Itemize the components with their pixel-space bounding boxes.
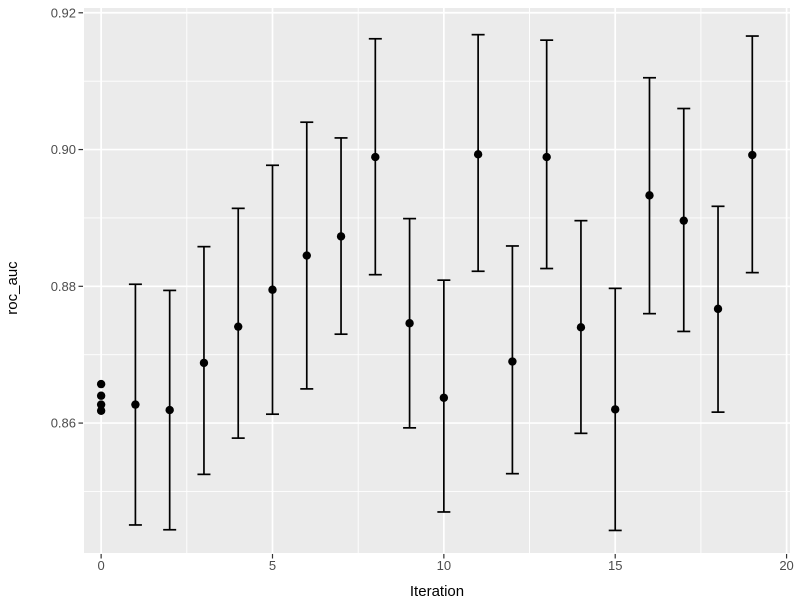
- x-tick-label: 0: [98, 558, 105, 573]
- mean-point: [199, 358, 209, 368]
- mean-point: [542, 152, 551, 162]
- mean-point: [165, 405, 174, 415]
- y-axis-title: roc_auc: [4, 261, 21, 315]
- mean-point: [336, 232, 346, 241]
- mean-point: [611, 405, 620, 414]
- mean-point: [713, 304, 723, 314]
- mean-point: [268, 285, 277, 294]
- mean-point: [371, 152, 380, 162]
- y-tick-label: 0.88: [51, 279, 76, 294]
- initial-point: [96, 406, 106, 415]
- mean-point: [234, 322, 243, 331]
- mean-point: [439, 393, 449, 402]
- mean-point: [748, 150, 757, 160]
- x-axis-title: Iteration: [410, 583, 464, 600]
- mean-point: [645, 191, 654, 200]
- mean-point: [302, 251, 311, 260]
- y-tick-label: 0.90: [51, 142, 76, 157]
- data-marks: [96, 33, 759, 532]
- x-tick-label: 20: [779, 558, 793, 573]
- y-tick-label: 0.92: [51, 5, 76, 20]
- mean-point: [473, 150, 483, 159]
- x-tick-label: 10: [437, 558, 451, 573]
- mean-point: [131, 400, 140, 409]
- mean-point: [508, 357, 517, 366]
- x-tick-label: 5: [269, 558, 276, 573]
- initial-point: [96, 400, 106, 409]
- axes: 0 5 10 15 20 0.86 0.88 0.90 0.92: [51, 5, 794, 573]
- mean-point: [405, 319, 414, 328]
- mean-point: [679, 216, 688, 225]
- y-tick-label: 0.86: [51, 416, 76, 431]
- x-tick-label: 15: [608, 558, 622, 573]
- mean-point: [576, 323, 586, 332]
- initial-point: [96, 379, 106, 389]
- panel-background: [84, 8, 790, 553]
- initial-point: [96, 391, 106, 400]
